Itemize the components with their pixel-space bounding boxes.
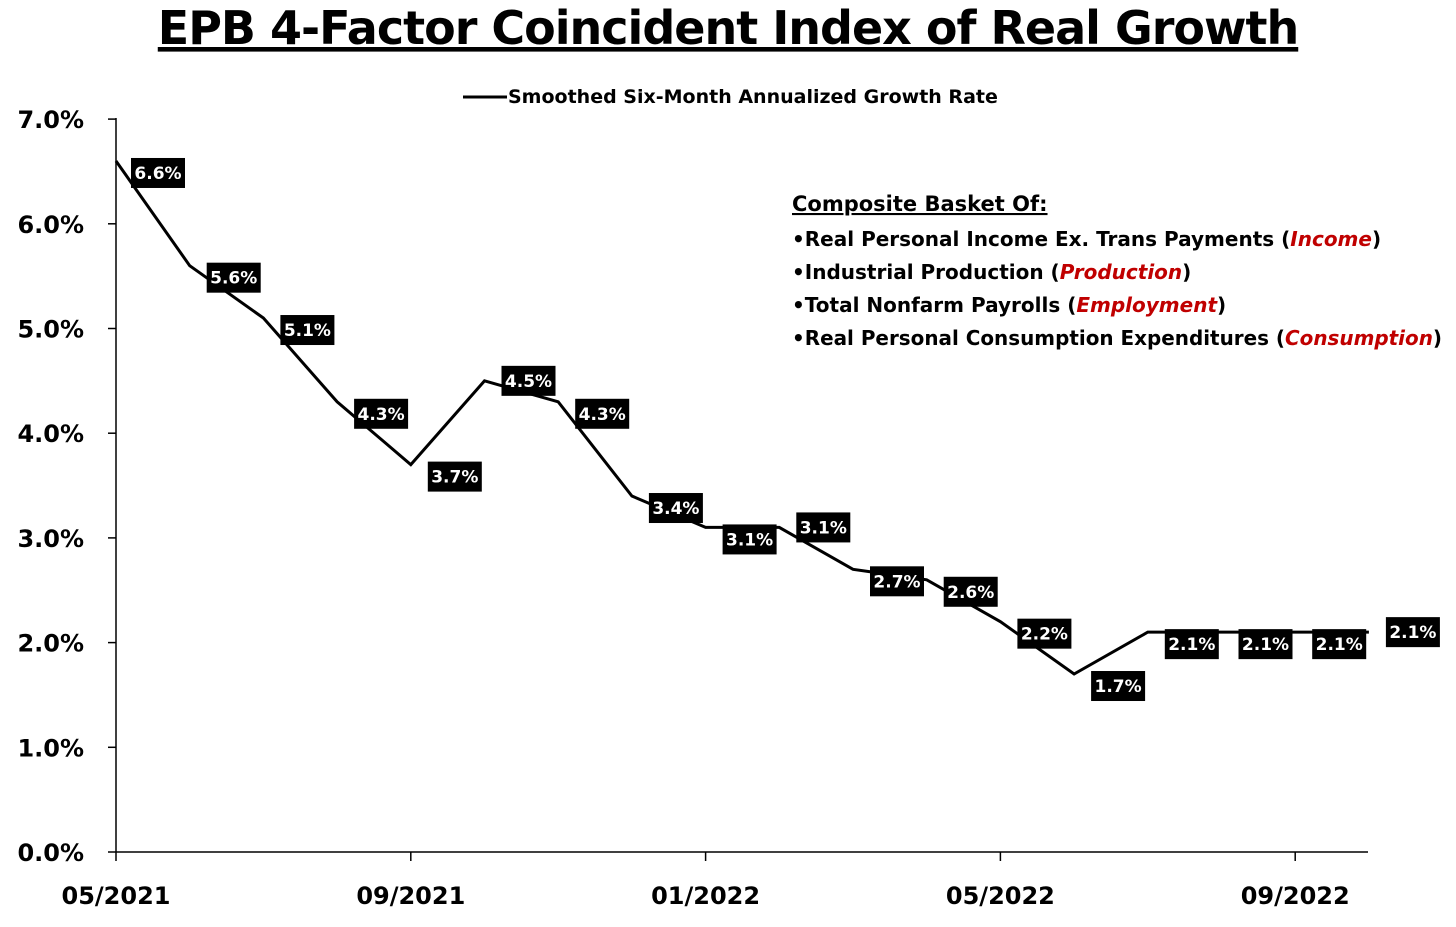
y-tick-label: 1.0% <box>17 734 84 762</box>
data-label-text: 5.1% <box>284 321 331 341</box>
x-tick-label: 05/2022 <box>946 882 1055 910</box>
data-label-text: 5.6% <box>210 269 257 289</box>
data-label-text: 1.7% <box>1095 677 1142 697</box>
x-tick-label: 01/2022 <box>651 882 760 910</box>
data-label-box <box>870 566 924 597</box>
data-label-box <box>354 398 409 429</box>
data-label-box <box>1017 618 1072 649</box>
data-label: 2.2% <box>1017 618 1072 649</box>
data-labels: 6.6% 5.6% 5.1% 4.3% 3.7% 4.5% 4.3% 3.4% 3.1% 3.1%… <box>131 157 1440 702</box>
basket-tag-production: Production <box>1060 260 1182 284</box>
y-tick-label: 7.0% <box>17 106 84 134</box>
basket-item-production-text: •Industrial Production <box>792 260 1044 284</box>
x-tick-label: 09/2021 <box>356 882 465 910</box>
basket-item-employment-text: •Total Nonfarm Payrolls <box>792 293 1060 317</box>
data-label-box <box>1164 629 1219 660</box>
data-label-box <box>501 365 556 396</box>
chart-title: EPB 4-Factor Coincident Index of Real Gr… <box>158 1 1298 55</box>
y-tick-label: 3.0% <box>17 525 84 553</box>
data-label: 4.3% <box>575 398 630 429</box>
data-label: 3.1% <box>722 524 777 555</box>
data-label-box <box>206 262 261 293</box>
y-tick-label: 4.0% <box>17 420 84 448</box>
data-label: 2.1% <box>1385 617 1440 648</box>
data-label: 5.1% <box>280 315 335 346</box>
basket-item-consumption: •Real Personal Consumption Expenditures … <box>792 326 1442 350</box>
legend: Smoothed Six-Month Annualized Growth Rat… <box>463 86 998 108</box>
data-label-box <box>1312 629 1367 660</box>
data-label-box <box>131 157 185 188</box>
data-label-text: 3.1% <box>800 518 847 538</box>
data-label-text: 2.1% <box>1316 635 1363 655</box>
data-label-text: 2.2% <box>1021 625 1068 645</box>
legend-label: Smoothed Six-Month Annualized Growth Rat… <box>508 86 998 108</box>
data-label-text: 3.4% <box>652 499 699 519</box>
x-tick-label: 05/2021 <box>62 882 171 910</box>
data-label: 5.6% <box>206 262 261 293</box>
data-label-text: 2.1% <box>1168 635 1215 655</box>
basket-item-production: •Industrial Production (Production) <box>792 260 1191 284</box>
x-tick-label: 09/2022 <box>1241 882 1350 910</box>
y-tick-label: 2.0% <box>17 630 84 658</box>
data-label-text: 2.7% <box>873 572 920 592</box>
data-label: 1.7% <box>1091 671 1146 702</box>
y-ticks: 0.0% 1.0% 2.0% 3.0% 4.0% 5.0% 6.0% 7.0% <box>17 106 116 867</box>
data-label-text: 4.3% <box>358 405 405 425</box>
data-label-box <box>427 461 482 492</box>
data-label-box <box>280 315 335 346</box>
data-label: 3.4% <box>648 493 703 524</box>
data-label-text: 3.1% <box>726 530 773 550</box>
data-label: 3.7% <box>427 461 482 492</box>
data-label: 4.3% <box>354 398 409 429</box>
data-label-box <box>943 576 998 607</box>
composite-basket-box: Composite Basket Of: •Real Personal Inco… <box>792 192 1442 350</box>
data-label: 3.1% <box>796 512 851 543</box>
basket-tag-consumption: Consumption <box>1285 326 1433 350</box>
basket-heading: Composite Basket Of: <box>792 192 1048 216</box>
basket-tag-employment: Employment <box>1076 293 1218 317</box>
data-label-text: 2.1% <box>1389 623 1436 643</box>
x-ticks: 05/2021 09/2021 01/2022 05/2022 09/2022 <box>62 852 1350 910</box>
data-label-text: 2.1% <box>1242 635 1289 655</box>
data-label-box <box>796 512 851 543</box>
data-label-text: 4.3% <box>579 405 626 425</box>
data-label: 4.5% <box>501 365 556 396</box>
y-tick-label: 6.0% <box>17 211 84 239</box>
data-label-box <box>575 398 630 429</box>
data-label: 2.1% <box>1164 629 1219 660</box>
data-label-text: 6.6% <box>134 164 181 184</box>
data-label-box <box>648 493 703 524</box>
data-label: 6.6% <box>131 157 185 188</box>
data-label-box <box>1091 671 1146 702</box>
data-label-box <box>1238 629 1293 660</box>
data-label: 2.6% <box>943 576 998 607</box>
data-label-text: 2.6% <box>947 583 994 603</box>
basket-tag-income: Income <box>1290 227 1372 251</box>
y-tick-label: 5.0% <box>17 316 84 344</box>
basket-item-income-text: •Real Personal Income Ex. Trans Payments <box>792 227 1274 251</box>
data-label-text: 4.5% <box>505 372 552 392</box>
basket-item-employment: •Total Nonfarm Payrolls (Employment) <box>792 293 1226 317</box>
data-label: 2.1% <box>1238 629 1293 660</box>
basket-item-income: •Real Personal Income Ex. Trans Payments… <box>792 227 1381 251</box>
data-label-box <box>722 524 777 555</box>
data-label: 2.1% <box>1312 629 1367 660</box>
data-label-box <box>1385 617 1440 648</box>
data-label: 2.7% <box>870 566 924 597</box>
basket-item-consumption-text: •Real Personal Consumption Expenditures <box>792 326 1269 350</box>
data-label-text: 3.7% <box>431 468 478 488</box>
y-tick-label: 0.0% <box>17 839 84 867</box>
